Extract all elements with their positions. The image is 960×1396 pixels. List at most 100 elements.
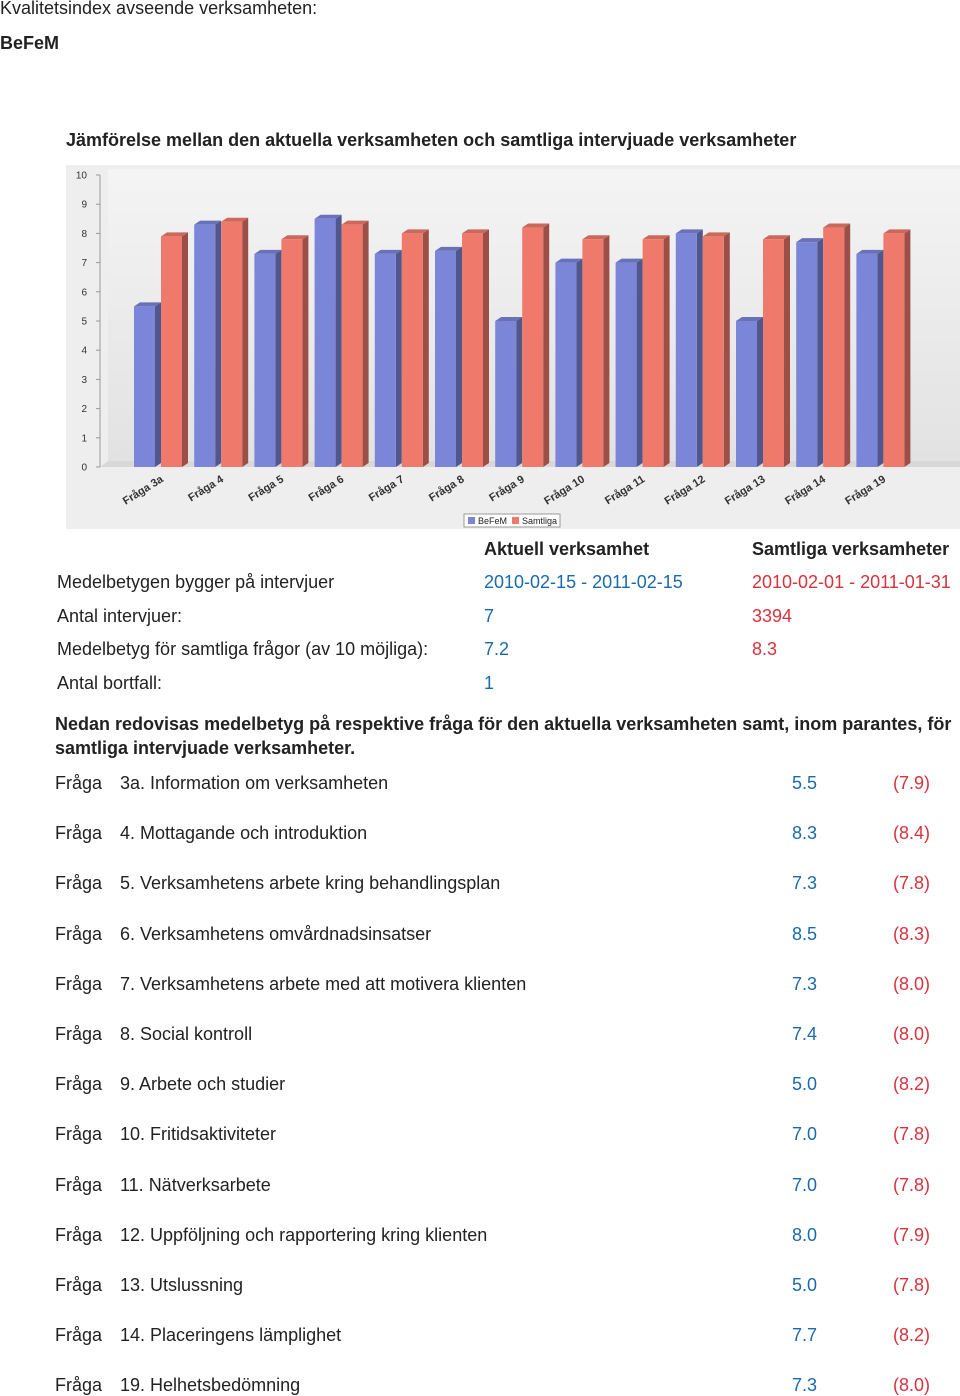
question-text: 12. Uppföljning och rapportering kring k…	[120, 1224, 488, 1245]
bar-top	[796, 238, 824, 243]
question-prefix: Fråga	[55, 873, 103, 894]
question-prefix: Fråga	[55, 923, 103, 944]
bar-top	[254, 249, 282, 254]
y-tick-label: 0	[81, 463, 87, 474]
bar	[883, 233, 905, 467]
question-score: 8.0	[792, 1224, 818, 1245]
bar-side	[757, 317, 763, 467]
question-prefix: Fråga	[55, 773, 103, 793]
bar-top	[615, 258, 643, 263]
value-current: 7	[484, 605, 495, 626]
question-score: 5.5	[792, 773, 818, 793]
bar-side	[242, 217, 249, 467]
bar-top	[281, 235, 309, 240]
question-prefix: Fråga	[55, 1224, 103, 1245]
question-score-all: (7.9)	[893, 773, 931, 793]
bar	[763, 239, 784, 467]
bar-top	[161, 232, 188, 237]
legend-label: Samtliga	[522, 516, 557, 526]
question-score-all: (8.2)	[893, 1325, 931, 1346]
bar	[555, 262, 577, 467]
bar	[374, 253, 396, 467]
bar-top	[522, 223, 550, 228]
y-tick-label: 3	[81, 375, 87, 386]
value-all: 8.3	[752, 639, 778, 660]
bar-side	[362, 220, 369, 467]
bar	[702, 236, 724, 467]
question-score: 7.3	[792, 873, 818, 894]
bar-side	[302, 235, 309, 467]
unit-name: BeFeM	[0, 33, 60, 53]
bar	[401, 233, 423, 467]
question-prefix: Fråga	[55, 1024, 103, 1044]
question-score: 5.0	[792, 1074, 818, 1095]
bar-top	[883, 229, 911, 234]
bar-top	[314, 214, 342, 219]
question-prefix: Fråga	[55, 1375, 103, 1396]
bar	[281, 239, 303, 467]
y-tick-label: 6	[81, 287, 87, 298]
y-tick-label: 1	[81, 433, 87, 444]
row-label: Antal intervjuer:	[57, 605, 183, 626]
bar-top	[374, 249, 402, 254]
bar-side	[603, 235, 610, 467]
bar-top	[675, 229, 703, 234]
bar	[823, 227, 845, 467]
value-current: 7.2	[484, 639, 510, 660]
bar-side	[182, 232, 188, 467]
bar	[856, 253, 878, 467]
question-score-all: (8.3)	[893, 923, 931, 944]
value-current: 2010-02-15 - 2011-02-15	[484, 572, 683, 592]
y-tick-label: 5	[81, 317, 87, 328]
question-score: 5.0	[792, 1275, 818, 1295]
bar-side	[215, 220, 222, 467]
bar	[522, 227, 544, 467]
question-score-all: (8.0)	[893, 1375, 931, 1396]
question-text: 9. Arbete och studier	[120, 1074, 286, 1095]
bar-top	[341, 220, 369, 225]
bar-side	[663, 235, 670, 467]
value-all: 3394	[752, 605, 793, 626]
question-score-all: (7.8)	[893, 1174, 931, 1195]
y-tick-label: 8	[81, 229, 87, 240]
question-score-all: (7.8)	[893, 1275, 931, 1295]
question-text: 8. Social kontroll	[120, 1024, 253, 1044]
y-tick-label: 10	[76, 171, 88, 182]
bar	[254, 253, 276, 467]
bar-side	[395, 249, 402, 467]
bar-top	[194, 220, 222, 225]
question-text: 6. Verksamhetens omvårdnadsinsatser	[120, 923, 432, 944]
bar	[462, 233, 483, 467]
y-tick-label: 4	[81, 346, 87, 357]
y-tick-label: 9	[81, 200, 87, 211]
question-score: 7.0	[792, 1174, 818, 1195]
bar-side	[422, 229, 429, 467]
bar	[435, 250, 456, 467]
bar-top	[642, 235, 670, 240]
bar-side	[723, 232, 730, 467]
question-score-all: (8.0)	[893, 973, 931, 994]
intro-text: Nedan redovisas medelbetyg på respektive…	[55, 714, 952, 758]
bar-side	[335, 214, 342, 467]
bar-top	[736, 317, 763, 321]
question-text: 4. Mottagande och introduktion	[120, 823, 368, 844]
bar-top	[582, 235, 610, 240]
bar	[495, 321, 517, 467]
page-title: Kvalitetsindex avseende verksamheten:	[0, 0, 318, 18]
question-text: 11. Nätverksarbete	[120, 1174, 271, 1195]
question-prefix: Fråga	[55, 1325, 103, 1346]
bar-side	[904, 229, 911, 467]
bar	[221, 221, 243, 467]
question-score: 8.3	[792, 823, 818, 844]
bar-top	[221, 217, 249, 222]
bar-top	[763, 235, 790, 240]
bar-side	[516, 317, 523, 467]
question-text: 19. Helhetsbedömning	[120, 1375, 301, 1396]
row-label: Medelbetyg för samtliga frågor (av 10 mö…	[57, 639, 429, 660]
bar-side	[456, 246, 462, 467]
question-score: 7.3	[792, 1375, 818, 1396]
bar-top	[702, 232, 730, 237]
value-all: 2010-02-01 - 2011-01-31	[752, 572, 951, 592]
